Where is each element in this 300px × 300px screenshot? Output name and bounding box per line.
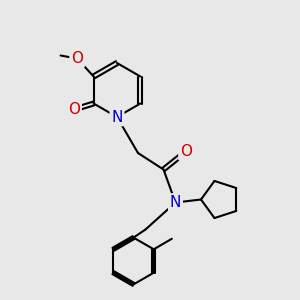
Text: N: N [111,110,123,124]
Text: O: O [68,102,80,117]
Text: O: O [180,144,192,159]
Text: O: O [71,51,83,66]
Text: N: N [170,195,181,210]
